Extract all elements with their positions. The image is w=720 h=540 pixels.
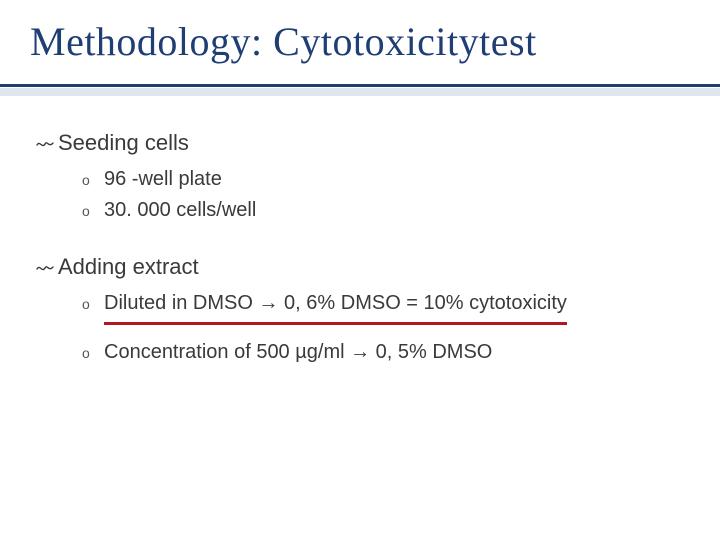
red-underline (104, 322, 567, 325)
circle-bullet-icon: o (82, 201, 104, 223)
section-heading: Seeding cells (36, 130, 684, 156)
list-item-text: 96 -well plate (104, 164, 222, 195)
slide-title: Methodology: Cytotoxicitytest (30, 18, 690, 65)
slide: Methodology: Cytotoxicitytest Seeding ce… (0, 0, 720, 540)
scribble-bullet-icon (36, 262, 58, 274)
circle-bullet-icon: o (82, 294, 104, 316)
list-item-text: Diluted in DMSO → 0, 6% DMSO = 10% cytot… (104, 292, 567, 314)
section-heading: Adding extract (36, 254, 684, 280)
list-item-text-underlined: Diluted in DMSO → 0, 6% DMSO = 10% cytot… (104, 288, 567, 319)
title-band: Methodology: Cytotoxicitytest (0, 0, 720, 75)
list-item: o 96 -well plate (82, 164, 684, 195)
list-item: o Diluted in DMSO → 0, 6% DMSO = 10% cyt… (82, 288, 684, 319)
sub-list: o 96 -well plate o 30. 000 cells/well (82, 164, 684, 226)
title-rule (0, 84, 720, 87)
circle-bullet-icon: o (82, 343, 104, 365)
sub-list: o Diluted in DMSO → 0, 6% DMSO = 10% cyt… (82, 288, 684, 368)
list-item: o Concentration of 500 µg/ml → 0, 5% DMS… (82, 337, 684, 368)
title-subband (0, 88, 720, 96)
list-item-text: 30. 000 cells/well (104, 195, 256, 226)
list-item: o 30. 000 cells/well (82, 195, 684, 226)
scribble-bullet-icon (36, 138, 58, 150)
circle-bullet-icon: o (82, 170, 104, 192)
slide-content: Seeding cells o 96 -well plate o 30. 000… (36, 130, 684, 396)
section-label: Adding extract (58, 254, 199, 280)
section-label: Seeding cells (58, 130, 189, 156)
list-item-text: Concentration of 500 µg/ml → 0, 5% DMSO (104, 337, 492, 368)
